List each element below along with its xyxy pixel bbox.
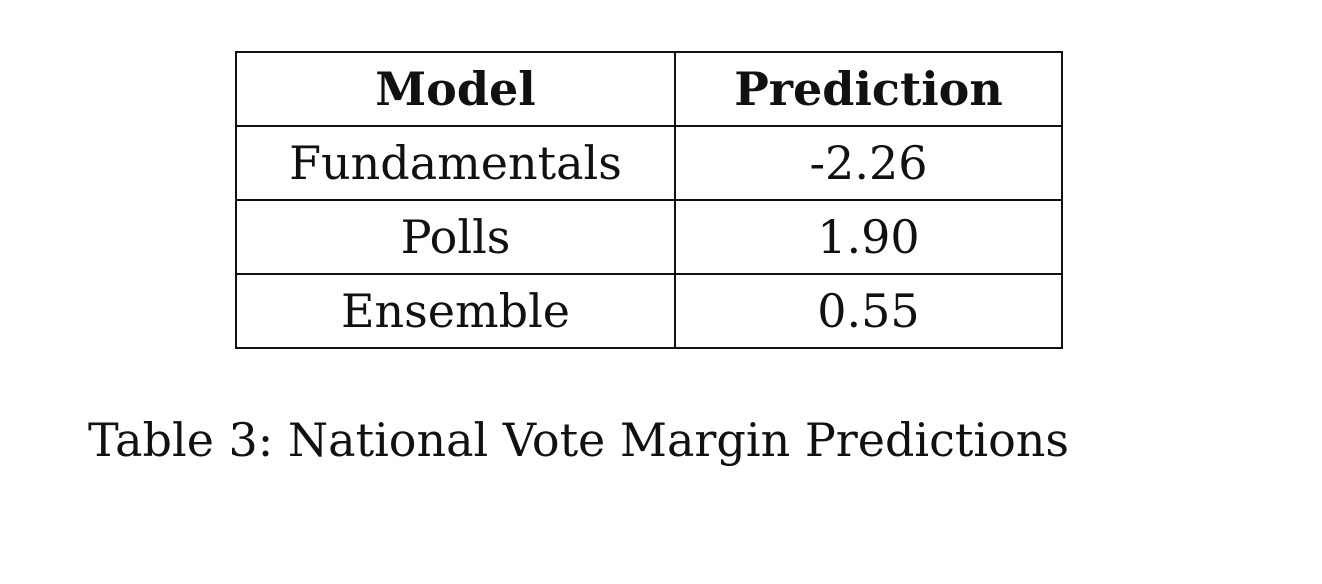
- cell-prediction: 1.90: [674, 199, 1063, 275]
- header-model: Model: [235, 51, 676, 127]
- table-caption: Table 3: National Vote Margin Prediction…: [88, 413, 1070, 467]
- cell-model: Polls: [235, 199, 676, 275]
- cell-prediction: 0.55: [674, 273, 1063, 349]
- cell-model: Ensemble: [235, 273, 676, 349]
- cell-prediction: -2.26: [674, 125, 1063, 201]
- table-row: Ensemble 0.55: [235, 273, 1063, 349]
- header-prediction: Prediction: [674, 51, 1063, 127]
- predictions-table-container: Model Prediction Fundamentals -2.26 Poll…: [235, 51, 1063, 349]
- table-row: Fundamentals -2.26: [235, 125, 1063, 201]
- table-row: Polls 1.90: [235, 199, 1063, 275]
- table-header-row: Model Prediction: [235, 51, 1063, 127]
- cell-model: Fundamentals: [235, 125, 676, 201]
- predictions-table: Model Prediction Fundamentals -2.26 Poll…: [235, 51, 1063, 349]
